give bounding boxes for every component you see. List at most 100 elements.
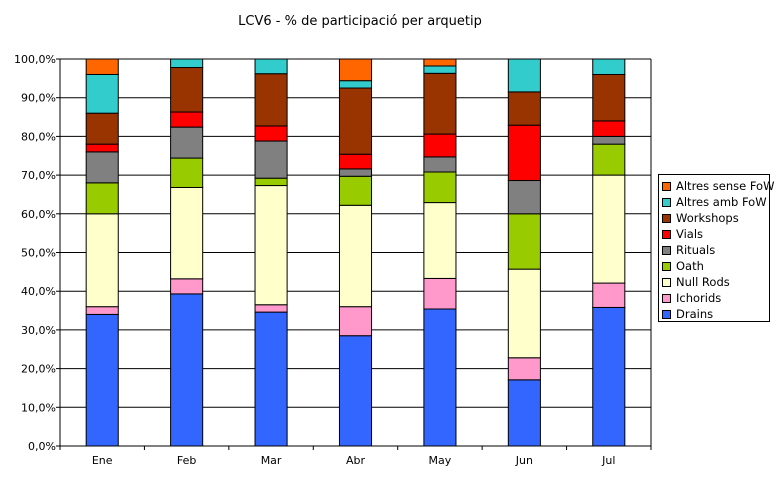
legend-swatch: [662, 197, 671, 207]
bar-segment: [85, 143, 119, 153]
legend-label: Rituals: [676, 243, 716, 257]
bar-segment: [85, 313, 119, 447]
bar-segment: [423, 308, 457, 447]
legend-item: Null Rods: [662, 274, 769, 290]
legend-swatch: [662, 309, 671, 319]
legend-swatch: [662, 277, 671, 287]
legend-label: Ichorids: [676, 291, 722, 305]
bar-segment: [85, 213, 119, 308]
bar-segment: [507, 58, 541, 93]
bar-segment: [338, 58, 373, 82]
bar-segment: [170, 111, 204, 128]
y-tick-label: 10,0%: [21, 401, 56, 414]
y-tick-label: 30,0%: [21, 324, 56, 337]
x-tick-label: May: [429, 454, 452, 467]
legend-item: Ichorids: [662, 290, 769, 306]
bar-segment: [85, 112, 119, 145]
bar-segment: [592, 282, 626, 308]
legend-label: Vials: [676, 227, 704, 241]
bar-segment: [254, 185, 288, 306]
legend-swatch: [662, 181, 671, 191]
legend-item: Workshops: [662, 210, 769, 226]
bar-segment: [423, 58, 457, 67]
bar-segment: [507, 213, 541, 270]
bar-segment: [338, 168, 373, 177]
bar-segment: [254, 311, 288, 447]
bar-segment: [423, 133, 457, 158]
x-tick-label: Jun: [515, 454, 533, 467]
bar-segment: [254, 177, 288, 187]
y-tick-label: 80,0%: [21, 130, 56, 143]
bar-segment: [85, 182, 119, 215]
legend-item: Drains: [662, 306, 769, 322]
legend-label: Altres sense FoW: [676, 179, 775, 193]
x-tick-label: Mar: [261, 454, 282, 467]
bar-segment: [423, 277, 457, 310]
bar-segment: [507, 91, 541, 126]
bar-segment: [338, 204, 373, 308]
bar-segment: [170, 58, 204, 69]
bar-segment: [170, 293, 204, 447]
legend-item: Vials: [662, 226, 769, 242]
x-tick-label: Ene: [92, 454, 113, 467]
y-tick-label: 90,0%: [21, 92, 56, 105]
bar-segment: [592, 143, 626, 176]
bar-segment: [592, 174, 626, 284]
bar-segment: [592, 58, 626, 75]
y-tick-label: 70,0%: [21, 169, 56, 182]
y-tick-label: 60,0%: [21, 208, 56, 221]
bar-segment: [423, 171, 457, 204]
bar-segment: [423, 72, 457, 135]
legend-swatch: [662, 245, 671, 255]
bar-segment: [85, 151, 119, 184]
bar-segment: [85, 73, 119, 114]
bar-segment: [338, 87, 373, 155]
bar-segment: [170, 157, 204, 188]
bar-segment: [170, 186, 204, 280]
bar-segment: [170, 67, 204, 113]
legend-item: Rituals: [662, 242, 769, 258]
y-tick-label: 40,0%: [21, 285, 56, 298]
bar-segment: [507, 379, 541, 447]
legend: Altres sense FoW Altres amb FoW Workshops V…: [658, 174, 774, 322]
bar-segment: [170, 278, 204, 295]
bar-segment: [170, 126, 204, 159]
bar-segment: [338, 306, 373, 337]
bar-segment: [423, 156, 457, 173]
bar-segment: [254, 304, 288, 313]
bar-segment: [592, 73, 626, 122]
x-tick-label: Feb: [177, 454, 196, 467]
y-tick-label: 0,0%: [28, 440, 56, 453]
bar-segment: [254, 58, 288, 75]
bar-segment: [507, 180, 541, 215]
bar-segment: [338, 80, 373, 89]
legend-swatch: [662, 213, 671, 223]
legend-swatch: [662, 261, 671, 271]
legend-item: Oath: [662, 258, 769, 274]
x-tick-label: Jul: [601, 454, 615, 467]
bar-segment: [507, 124, 541, 182]
y-tick-label: 20,0%: [21, 363, 56, 376]
bar-segment: [507, 357, 541, 381]
y-tick-label: 50,0%: [21, 247, 56, 260]
bar-segment: [592, 120, 626, 137]
bar-segment: [338, 153, 373, 170]
bar-segment: [254, 140, 288, 179]
legend-label: Oath: [676, 259, 704, 273]
bar-segment: [592, 135, 626, 145]
legend-label: Null Rods: [676, 275, 730, 289]
legend-label: Workshops: [676, 211, 739, 225]
bar-segment: [85, 58, 119, 75]
bar-segment: [507, 268, 541, 359]
legend-item: Altres amb FoW: [662, 194, 769, 210]
chart-title: LCV6 - % de participació per arquetip: [238, 14, 482, 29]
x-tick-label: Abr: [346, 454, 366, 467]
bar-segment: [254, 73, 288, 127]
legend-item: Altres sense FoW: [662, 178, 774, 194]
legend-swatch: [662, 229, 671, 239]
bar-segment: [338, 175, 373, 206]
legend-swatch: [662, 293, 671, 303]
legend-label: Altres amb FoW: [676, 195, 767, 209]
legend-label: Drains: [676, 307, 714, 321]
